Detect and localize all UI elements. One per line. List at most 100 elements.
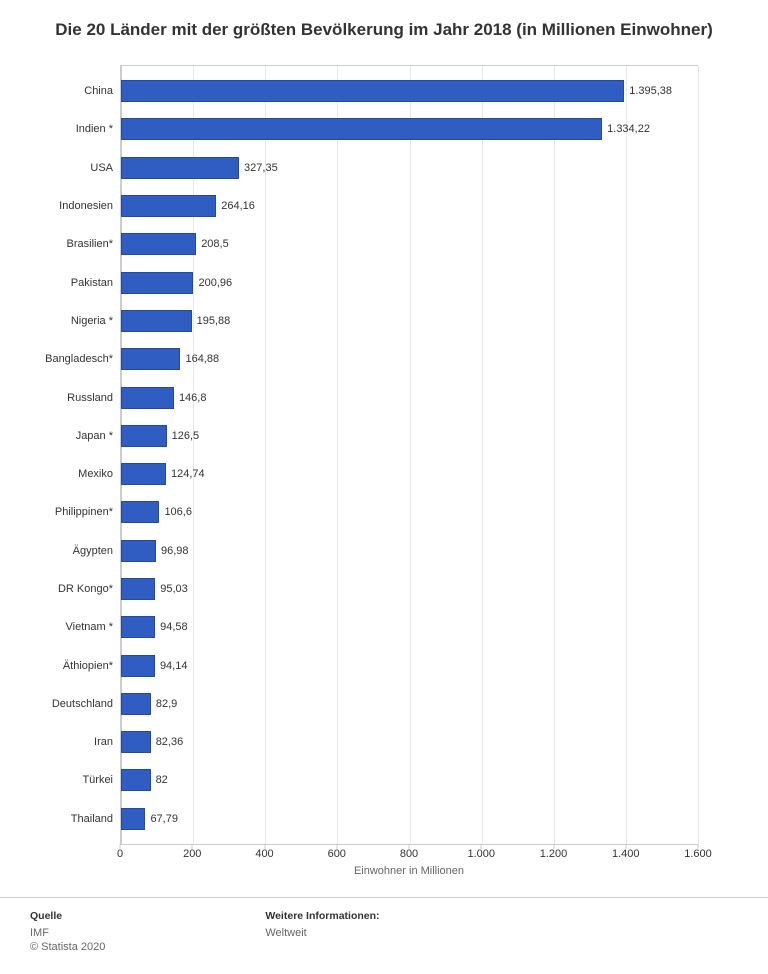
- category-label: USA: [90, 162, 121, 174]
- bar-value-label: 124,74: [166, 468, 205, 480]
- bar-value-label: 95,03: [155, 583, 188, 595]
- bar-value-label: 67,79: [145, 813, 178, 825]
- source-copyright: © Statista 2020: [30, 940, 105, 954]
- bar-value-label: 94,14: [155, 660, 188, 672]
- bar: [121, 425, 167, 447]
- bar-row: Pakistan200,96: [121, 270, 698, 296]
- category-label: Ägypten: [73, 545, 121, 557]
- bar: [121, 463, 166, 485]
- bar: [121, 501, 159, 523]
- gridline: [698, 66, 699, 844]
- category-label: Deutschland: [52, 698, 121, 710]
- bar: [121, 310, 192, 332]
- bar: [121, 387, 174, 409]
- bar: [121, 540, 156, 562]
- bar-row: Brasilien*208,5: [121, 231, 698, 257]
- category-label: Indien *: [76, 123, 121, 135]
- bar-row: Indonesien264,16: [121, 193, 698, 219]
- bar-value-label: 82: [151, 774, 168, 786]
- bar-value-label: 106,6: [159, 506, 192, 518]
- bar-row: Bangladesch*164,88: [121, 346, 698, 372]
- category-label: Philippinen*: [55, 506, 121, 518]
- bar: [121, 195, 216, 217]
- footer-source: Quelle IMF © Statista 2020: [30, 910, 105, 954]
- category-label: Indonesien: [59, 200, 121, 212]
- bar: [121, 157, 239, 179]
- category-label: China: [84, 85, 121, 97]
- bar-row: Thailand67,79: [121, 806, 698, 832]
- x-tick-label: 0: [117, 848, 123, 860]
- bar-row: Mexiko124,74: [121, 461, 698, 487]
- bar: [121, 233, 196, 255]
- category-label: Bangladesch*: [45, 353, 121, 365]
- bar-row: China1.395,38: [121, 78, 698, 104]
- chart-footer: Quelle IMF © Statista 2020 Weitere Infor…: [0, 897, 768, 974]
- bar-value-label: 82,9: [151, 698, 177, 710]
- plot-area: China1.395,38Indien *1.334,22USA327,35In…: [120, 65, 698, 845]
- bar: [121, 731, 151, 753]
- category-label: Russland: [67, 392, 121, 404]
- bar-row: Ägypten96,98: [121, 538, 698, 564]
- source-line: IMF: [30, 926, 105, 940]
- chart-container: Die 20 Länder mit der größten Bevölkerun…: [0, 0, 768, 897]
- x-tick-label: 400: [255, 848, 273, 860]
- x-tick-label: 600: [328, 848, 346, 860]
- bar-value-label: 200,96: [193, 277, 232, 289]
- bar-value-label: 1.395,38: [624, 85, 672, 97]
- bar-value-label: 94,58: [155, 621, 188, 633]
- source-heading: Quelle: [30, 910, 105, 924]
- bar-row: Philippinen*106,6: [121, 499, 698, 525]
- bar: [121, 655, 155, 677]
- bar-row: Japan *126,5: [121, 423, 698, 449]
- bar-row: Vietnam *94,58: [121, 614, 698, 640]
- bar: [121, 118, 602, 140]
- bar-value-label: 82,36: [151, 736, 184, 748]
- x-tick-label: 1.200: [540, 848, 568, 860]
- x-axis-label: Einwohner in Millionen: [120, 865, 698, 877]
- bar-row: DR Kongo*95,03: [121, 576, 698, 602]
- category-label: Thailand: [71, 813, 121, 825]
- bar: [121, 348, 180, 370]
- x-axis-ticks: 02004006008001.0001.2001.4001.600: [120, 845, 698, 861]
- info-line: Weltweit: [265, 926, 379, 940]
- bar-value-label: 264,16: [216, 200, 255, 212]
- info-heading: Weitere Informationen:: [265, 910, 379, 924]
- category-label: Mexiko: [78, 468, 121, 480]
- bar-value-label: 164,88: [180, 353, 219, 365]
- chart-title: Die 20 Länder mit der größten Bevölkerun…: [30, 20, 738, 40]
- category-label: Äthiopien*: [63, 660, 121, 672]
- bars-group: China1.395,38Indien *1.334,22USA327,35In…: [121, 66, 698, 844]
- bar: [121, 80, 624, 102]
- bar-row: Deutschland82,9: [121, 691, 698, 717]
- bar-row: Indien *1.334,22: [121, 116, 698, 142]
- x-tick-label: 200: [183, 848, 201, 860]
- x-tick-label: 1.400: [612, 848, 640, 860]
- bar-value-label: 126,5: [167, 430, 200, 442]
- category-label: Nigeria *: [71, 315, 121, 327]
- bar: [121, 578, 155, 600]
- bar-row: Russland146,8: [121, 385, 698, 411]
- bar-row: Türkei82: [121, 767, 698, 793]
- category-label: Japan *: [76, 430, 121, 442]
- bar: [121, 272, 193, 294]
- bar: [121, 808, 145, 830]
- bar-value-label: 195,88: [192, 315, 231, 327]
- bar: [121, 616, 155, 638]
- bar-value-label: 208,5: [196, 238, 229, 250]
- bar-row: Nigeria *195,88: [121, 308, 698, 334]
- footer-info: Weitere Informationen: Weltweit: [265, 910, 379, 954]
- category-label: Brasilien*: [67, 238, 121, 250]
- bar: [121, 693, 151, 715]
- x-tick-label: 800: [400, 848, 418, 860]
- x-tick-label: 1.600: [684, 848, 712, 860]
- bar-value-label: 1.334,22: [602, 123, 650, 135]
- bar-value-label: 96,98: [156, 545, 189, 557]
- category-label: DR Kongo*: [58, 583, 121, 595]
- bar-row: Iran82,36: [121, 729, 698, 755]
- category-label: Vietnam *: [66, 621, 122, 633]
- bar-row: Äthiopien*94,14: [121, 653, 698, 679]
- x-tick-label: 1.000: [467, 848, 495, 860]
- category-label: Iran: [94, 736, 121, 748]
- category-label: Pakistan: [71, 277, 121, 289]
- bar-value-label: 146,8: [174, 392, 207, 404]
